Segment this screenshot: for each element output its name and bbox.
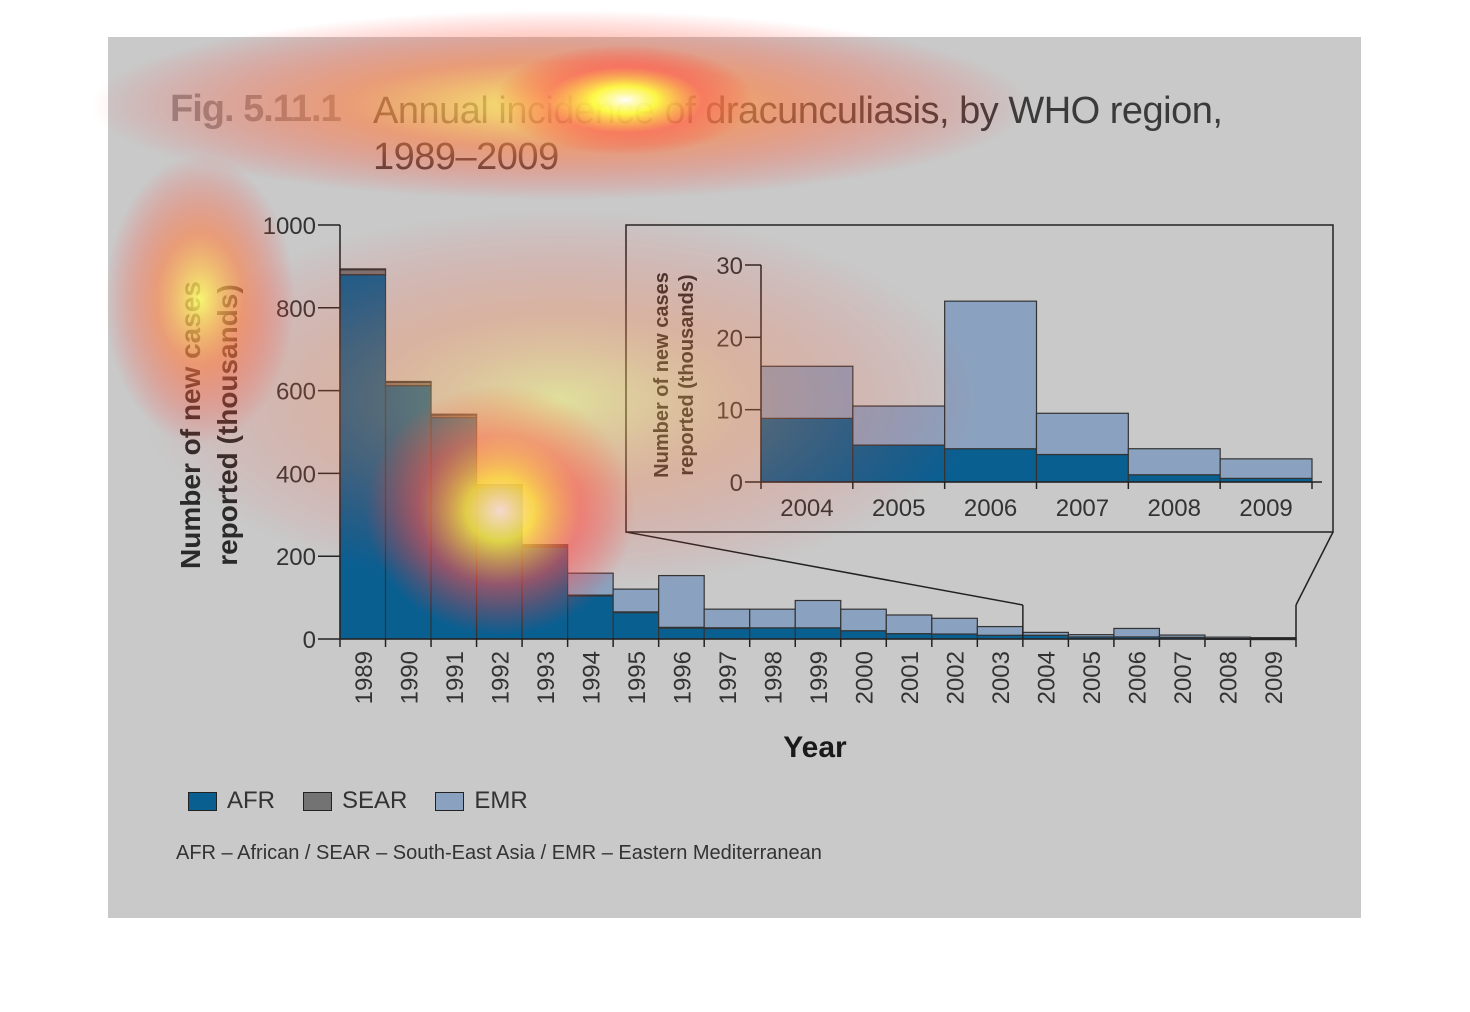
inset-x-tick-label-2008: 2008 xyxy=(1148,495,1201,522)
bar-emr-1991 xyxy=(430,413,478,416)
bar-sear-1989 xyxy=(339,269,387,276)
inset-bar-afr-2005 xyxy=(852,444,946,483)
bar-emr-1999 xyxy=(794,599,842,629)
y-tick-label-400: 400 xyxy=(276,461,316,488)
bar-emr-2002 xyxy=(931,617,978,635)
bar-afr-2000 xyxy=(840,630,887,640)
inset-bar-afr-2004 xyxy=(760,417,854,483)
x-tick-label-2001: 2001 xyxy=(897,651,924,704)
inset-x-tick-label-2009: 2009 xyxy=(1239,495,1292,522)
inset-y-tick-label-20: 20 xyxy=(716,325,743,352)
inset-bar-emr-2008 xyxy=(1127,448,1221,476)
y-tick-label-200: 200 xyxy=(276,544,316,571)
bar-emr-2003 xyxy=(976,625,1024,636)
inset-bar-afr-2007 xyxy=(1035,453,1129,483)
y-axis-label-line1: Number of new cases xyxy=(175,281,206,569)
x-tick-label-2002: 2002 xyxy=(943,651,970,704)
x-tick-label-1999: 1999 xyxy=(806,651,833,704)
x-tick-label-2005: 2005 xyxy=(1079,651,1106,704)
legend: AFR SEAR EMR xyxy=(188,786,556,816)
bar-emr-1992 xyxy=(475,483,523,487)
x-tick-label-2006: 2006 xyxy=(1125,651,1152,704)
x-tick-label-1995: 1995 xyxy=(624,651,651,704)
y-axis-label-line2: reported (thousands) xyxy=(212,284,243,566)
inset-y-axis-label-line2: reported (thousands) xyxy=(676,274,698,475)
bar-afr-1990 xyxy=(384,385,432,640)
inset-x-tick-label-2006: 2006 xyxy=(964,495,1017,522)
x-tick-label-1990: 1990 xyxy=(396,651,423,704)
x-tick-label-1992: 1992 xyxy=(487,651,514,704)
bar-afr-1989 xyxy=(339,274,387,640)
x-tick-label-2000: 2000 xyxy=(852,651,879,704)
legend-label-emr: EMR xyxy=(474,787,528,814)
inset-y-tick-label-10: 10 xyxy=(716,398,743,425)
bar-emr-2001 xyxy=(885,614,933,635)
y-tick-label-800: 800 xyxy=(276,296,316,323)
y-tick-label-1000: 1000 xyxy=(263,213,316,240)
inset-y-tick-label-30: 30 xyxy=(716,253,743,280)
bar-afr-1997 xyxy=(703,627,751,640)
inset-bar-afr-2008 xyxy=(1127,474,1221,483)
bar-emr-2000 xyxy=(840,608,887,632)
bar-emr-2007 xyxy=(1158,634,1206,638)
bar-emr-1989 xyxy=(339,268,387,271)
inset-bar-emr-2007 xyxy=(1035,412,1129,456)
legend-swatch-emr xyxy=(435,791,465,811)
x-tick-label-1997: 1997 xyxy=(715,651,742,704)
inset-y-axis-label-line1: Number of new cases xyxy=(651,272,673,478)
x-tick-label-1998: 1998 xyxy=(760,651,787,704)
inset-connector-right xyxy=(1295,531,1334,606)
bar-emr-1993 xyxy=(521,544,569,547)
bar-emr-1996 xyxy=(658,574,705,628)
x-tick-label-2003: 2003 xyxy=(988,651,1015,704)
x-tick-label-1996: 1996 xyxy=(669,651,696,704)
bar-afr-2001 xyxy=(885,633,933,640)
x-tick-label-2004: 2004 xyxy=(1034,651,1061,704)
x-tick-label-1991: 1991 xyxy=(442,651,469,704)
x-tick-label-2009: 2009 xyxy=(1261,651,1288,704)
bar-emr-2005 xyxy=(1067,634,1115,638)
inset-x-tick-label-2007: 2007 xyxy=(1056,495,1109,522)
bar-emr-1997 xyxy=(703,608,751,629)
bar-emr-1990 xyxy=(384,380,432,383)
inset-bar-emr-2004 xyxy=(760,365,854,419)
bar-afr-1991 xyxy=(430,416,478,640)
bar-afr-1994 xyxy=(567,594,614,640)
legend-swatch-sear xyxy=(303,791,332,811)
inset-bar-emr-2005 xyxy=(852,405,946,446)
bar-emr-2004 xyxy=(1022,631,1069,636)
bar-emr-1998 xyxy=(749,608,796,629)
x-tick-label-1994: 1994 xyxy=(578,651,605,704)
legend-label-sear: SEAR xyxy=(342,787,408,814)
legend-item-emr: EMR xyxy=(435,787,528,815)
y-tick-label-600: 600 xyxy=(276,379,316,406)
bar-afr-1996 xyxy=(658,626,705,640)
inset-x-tick-label-2004: 2004 xyxy=(780,495,833,522)
inset-bar-emr-2006 xyxy=(944,300,1038,450)
legend-item-sear: SEAR xyxy=(303,787,407,815)
x-tick-label-1989: 1989 xyxy=(351,651,378,704)
bar-afr-1999 xyxy=(794,627,842,640)
bar-afr-1995 xyxy=(612,611,660,640)
region-footnote: AFR – African / SEAR – South-East Asia /… xyxy=(176,842,822,864)
bar-afr-1992 xyxy=(475,487,523,640)
x-axis-label: Year xyxy=(783,731,847,764)
inset-bar-emr-2009 xyxy=(1219,458,1313,479)
legend-item-afr: AFR xyxy=(188,787,275,815)
bar-emr-1994 xyxy=(567,572,614,596)
x-tick-label-1993: 1993 xyxy=(533,651,560,704)
inset-bar-afr-2006 xyxy=(944,448,1038,483)
inset-y-tick-label-0: 0 xyxy=(730,470,743,497)
x-tick-label-2008: 2008 xyxy=(1216,651,1243,704)
legend-label-afr: AFR xyxy=(227,787,275,814)
inset-x-tick-label-2005: 2005 xyxy=(872,495,925,522)
bar-emr-2006 xyxy=(1113,627,1161,638)
bar-afr-1993 xyxy=(521,546,569,640)
bar-afr-1998 xyxy=(749,627,796,640)
y-tick-label-0: 0 xyxy=(303,627,316,654)
legend-swatch-afr xyxy=(188,791,217,811)
x-tick-label-2007: 2007 xyxy=(1170,651,1197,704)
bar-emr-1995 xyxy=(612,588,660,613)
